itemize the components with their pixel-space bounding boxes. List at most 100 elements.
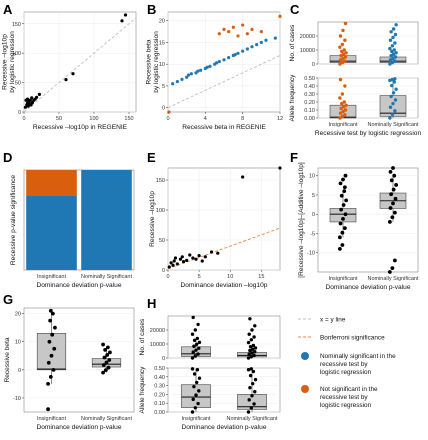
data-point: [192, 338, 197, 343]
y-tick-label: 0.30: [154, 384, 165, 390]
data-point: [190, 410, 195, 414]
identity-line: [167, 55, 281, 109]
data-point: [343, 55, 348, 59]
panel-label-d: D: [3, 150, 12, 165]
legend: x = y line Bonferroni significance Nomin…: [298, 317, 396, 409]
data-point: [259, 29, 263, 34]
y-axis-label: [Recessive –log10p]–[Additive –log10p]: [298, 162, 305, 278]
y-tick-label: 20: [15, 312, 21, 318]
data-point: [189, 72, 193, 76]
data-point: [23, 105, 27, 109]
data-point: [343, 84, 347, 88]
data-point: [35, 95, 39, 99]
data-point: [46, 360, 51, 365]
y-tick-label: 10000: [300, 48, 315, 54]
data-point: [25, 97, 30, 101]
data-point: [241, 49, 245, 53]
data-point: [37, 92, 42, 96]
data-point: [339, 106, 343, 111]
y-tick-label: 5: [312, 193, 315, 199]
data-point: [51, 367, 56, 372]
legend-blue-line1: Nominally significant in the: [320, 353, 396, 360]
data-point: [338, 96, 342, 100]
data-point: [175, 79, 179, 84]
data-point: [341, 216, 345, 221]
x-tick-label: 0: [166, 274, 169, 280]
data-point: [337, 246, 342, 251]
legend-orange-line2: recessive test by: [320, 394, 368, 401]
x-axis-label: Dominance deviation p-value: [36, 282, 121, 289]
y-tick-label: 5: [162, 84, 165, 90]
data-point: [194, 380, 199, 385]
data-point: [388, 46, 392, 51]
data-point: [341, 109, 345, 114]
data-point: [338, 58, 343, 62]
data-point: [390, 112, 395, 117]
panel-label-g: G: [3, 292, 13, 307]
data-point: [188, 253, 192, 257]
data-point: [197, 389, 201, 393]
y-axis-label: Allele frequency: [289, 74, 296, 122]
y-tick-label: 0.00: [304, 116, 315, 122]
data-point: [246, 410, 251, 414]
data-point: [208, 64, 212, 68]
data-point: [49, 353, 54, 358]
data-point: [255, 43, 259, 47]
y-axis-label: Recessive betaby logistic regression: [146, 31, 161, 93]
data-point: [196, 322, 200, 327]
data-point: [190, 356, 195, 360]
data-point: [209, 250, 214, 254]
data-point: [246, 356, 251, 360]
y-tick-label: 0.10: [304, 108, 315, 114]
x-tick-label: 10: [227, 274, 233, 280]
data-point: [173, 256, 178, 260]
y-tick-label: 0: [162, 106, 165, 112]
data-point: [248, 317, 252, 321]
data-point: [191, 256, 195, 260]
data-point: [227, 56, 231, 60]
panel-label-h: H: [147, 296, 156, 311]
data-point: [389, 192, 394, 197]
data-point: [29, 103, 33, 107]
legend-identity: x = y line: [320, 317, 346, 324]
identity-line: [23, 17, 137, 113]
y-tick-label: 20: [159, 19, 165, 25]
data-point: [241, 23, 245, 27]
data-point: [253, 350, 257, 354]
data-point: [391, 35, 395, 40]
y-tick-label: 0.20: [154, 392, 165, 398]
data-point: [194, 348, 198, 352]
y-axis-label: Allele frequency: [139, 366, 146, 414]
data-point: [340, 230, 345, 235]
data-point: [252, 335, 256, 339]
data-point: [391, 201, 395, 206]
data-point: [388, 105, 393, 109]
data-point: [246, 340, 251, 345]
data-point: [392, 173, 397, 178]
data-point: [172, 259, 176, 263]
x-tick-label: 4: [204, 116, 207, 122]
x-tick-label: Nominally Significant: [81, 274, 133, 280]
data-point: [248, 344, 253, 349]
data-point: [393, 77, 397, 81]
data-point: [340, 114, 345, 119]
panel-label-a: A: [3, 2, 13, 17]
data-point: [253, 324, 257, 328]
data-point: [341, 52, 346, 56]
data-point: [64, 78, 68, 82]
data-point: [195, 368, 200, 372]
y-axis-label: No. of cases: [139, 318, 146, 355]
data-point: [248, 373, 253, 378]
data-point: [390, 215, 395, 220]
data-point: [394, 183, 399, 187]
data-point: [391, 52, 396, 56]
x-axis-label: Recessive test by logistic regression: [315, 130, 422, 137]
data-point: [203, 255, 207, 259]
data-point: [343, 173, 348, 178]
data-point: [278, 14, 282, 18]
data-point: [250, 347, 255, 351]
plot-area: [167, 167, 281, 271]
data-point: [193, 406, 198, 410]
data-point: [340, 60, 345, 65]
data-point: [393, 59, 397, 63]
